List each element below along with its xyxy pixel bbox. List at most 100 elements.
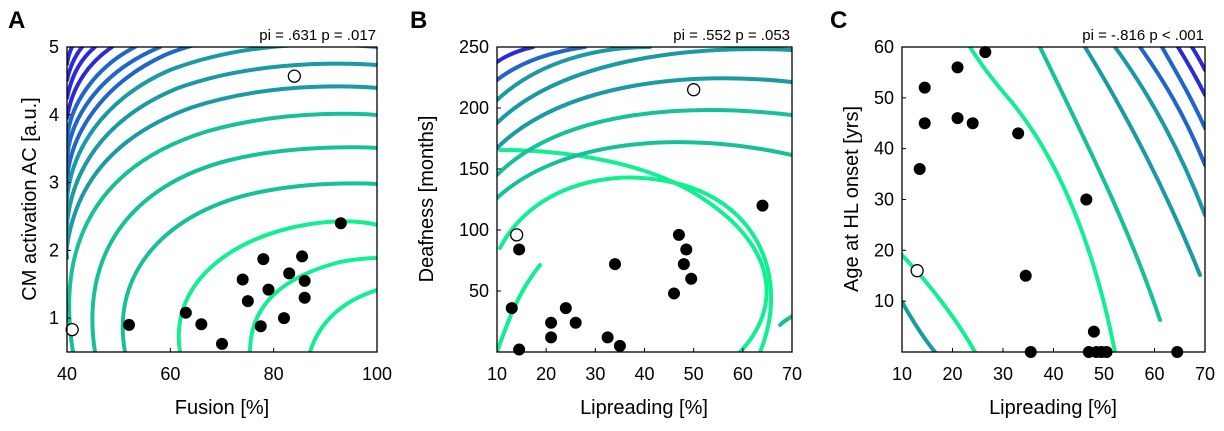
panel-a-ticks: 40 60 80 100 1 2 3 4 5 bbox=[49, 37, 392, 384]
panel-c-point bbox=[951, 61, 964, 74]
panel-c-xtick-label: 70 bbox=[1195, 364, 1215, 384]
panel-c-point bbox=[918, 81, 931, 94]
panel-a-ytick-label: 4 bbox=[49, 105, 59, 125]
panel-c-xtick-label: 40 bbox=[1043, 364, 1063, 384]
panel-b-point bbox=[672, 228, 685, 241]
panel-a-contours bbox=[67, 47, 377, 352]
panel-a-outlier-point bbox=[65, 322, 79, 337]
panel-b-xtick-label: 20 bbox=[536, 364, 556, 384]
panel-b: 10 20 30 40 50 60 70 50 100 150 200 250 B pi = .552… bbox=[410, 7, 802, 419]
panel-a-point bbox=[195, 318, 208, 331]
panel-c-xtick-label: 30 bbox=[993, 364, 1013, 384]
panel-a-letter: A bbox=[8, 7, 25, 34]
panel-b-point bbox=[505, 302, 518, 315]
panel-a-ytick-label: 5 bbox=[49, 37, 59, 57]
panel-a-xtick-label: 60 bbox=[160, 364, 180, 384]
panel-a-point bbox=[334, 217, 347, 230]
panel-c-point bbox=[1019, 269, 1032, 282]
panel-c-ytick-label: 20 bbox=[874, 240, 894, 260]
panel-a-xtick-label: 40 bbox=[57, 364, 77, 384]
panel-b-point bbox=[545, 316, 558, 329]
panel-c-letter: C bbox=[830, 7, 847, 34]
panel-c-point bbox=[913, 163, 926, 175]
panel-a-point bbox=[296, 250, 309, 263]
panel-c-xtick-label: 10 bbox=[892, 364, 912, 384]
panel-b-ytick-label: 200 bbox=[459, 98, 489, 118]
panel-a-ytick-label: 1 bbox=[49, 308, 59, 328]
panel-c-xlabel: Lipreading [%] bbox=[989, 397, 1117, 419]
panel-c-point bbox=[1087, 325, 1100, 338]
panel-c-ytick-label: 40 bbox=[874, 139, 894, 159]
panel-a-point bbox=[262, 283, 275, 296]
panel-c-xtick-label: 20 bbox=[942, 364, 962, 384]
panel-a-outlier-point bbox=[287, 69, 301, 83]
panel-a-ylabel: CM activation AC [a.u.] bbox=[19, 97, 41, 300]
panel-b-ticks: 10 20 30 40 50 60 70 50 100 150 200 250 bbox=[459, 37, 802, 384]
panel-a-ytick-label: 3 bbox=[49, 173, 59, 193]
panel-b-xtick-label: 10 bbox=[487, 364, 507, 384]
panel-a-point bbox=[298, 274, 311, 287]
panel-b-point bbox=[513, 343, 526, 356]
panel-b-ytick-label: 50 bbox=[469, 281, 489, 301]
panel-b-point bbox=[756, 199, 769, 212]
panel-b-outlier-point bbox=[687, 83, 701, 97]
panel-a-point bbox=[179, 306, 192, 319]
panel-c-ytick-label: 50 bbox=[874, 88, 894, 108]
panel-c-outlier-point bbox=[910, 264, 924, 278]
panel-a-points bbox=[65, 69, 347, 350]
panel-b-point bbox=[609, 258, 621, 271]
panel-a-frame bbox=[66, 46, 378, 353]
panel-a-point bbox=[254, 320, 267, 333]
panel-c-annotation: pi = -.816 p < .001 bbox=[1082, 27, 1204, 44]
panel-a-point bbox=[241, 295, 254, 308]
panel-a-point bbox=[298, 291, 311, 304]
panel-c: 10 20 30 40 50 60 70 10 20 30 40 50 60 C pi = -.816 … bbox=[830, 7, 1215, 419]
panel-c-ytick-label: 30 bbox=[874, 190, 894, 210]
panel-b-ylabel: Deafness [months] bbox=[416, 116, 438, 283]
panel-b-point bbox=[545, 331, 558, 344]
panel-c-point bbox=[1080, 193, 1093, 206]
panel-b-point bbox=[601, 331, 614, 344]
panel-c-xtick-label: 50 bbox=[1094, 364, 1114, 384]
panel-b-xtick-label: 60 bbox=[733, 364, 753, 384]
panel-b-point bbox=[685, 272, 698, 285]
panel-a-point bbox=[278, 312, 290, 325]
panel-a-ytick-label: 2 bbox=[49, 240, 59, 260]
panel-b-point bbox=[513, 243, 526, 256]
panel-c-point bbox=[979, 46, 992, 59]
panel-c-points bbox=[910, 46, 1184, 358]
panel-b-annotation: pi = .552 p = .053 bbox=[673, 27, 790, 44]
panel-b-xtick-label: 70 bbox=[782, 364, 802, 384]
panel-b-xtick-label: 30 bbox=[585, 364, 605, 384]
panel-b-point bbox=[677, 258, 690, 271]
panel-b-contours bbox=[497, 47, 792, 352]
panel-b-xtick-label: 50 bbox=[684, 364, 704, 384]
panel-a-xlabel: Fusion [%] bbox=[175, 397, 269, 419]
panel-a-point bbox=[216, 337, 228, 350]
panel-c-point bbox=[951, 112, 964, 125]
panel-c-ytick-label: 60 bbox=[874, 37, 894, 57]
panel-b-ytick-label: 100 bbox=[459, 220, 489, 240]
panel-a-xtick-label: 80 bbox=[264, 364, 284, 384]
panel-c-point bbox=[1012, 127, 1025, 140]
panel-b-points bbox=[505, 83, 769, 356]
panel-b-xlabel: Lipreading [%] bbox=[580, 397, 708, 419]
panel-b-ytick-label: 150 bbox=[459, 159, 489, 179]
panel-b-point bbox=[613, 339, 626, 352]
panel-b-point bbox=[569, 316, 582, 329]
panel-a-point bbox=[257, 253, 270, 266]
panel-c-contours bbox=[902, 47, 1205, 352]
panel-c-ticks: 10 20 30 40 50 60 70 10 20 30 40 50 60 bbox=[874, 37, 1215, 384]
panel-c-ylabel: Age at HL onset [yrs] bbox=[841, 106, 863, 292]
panel-b-xtick-label: 40 bbox=[634, 364, 654, 384]
panel-c-xtick-label: 60 bbox=[1144, 364, 1164, 384]
panel-a-point bbox=[123, 318, 135, 331]
panel-a-point bbox=[236, 273, 249, 286]
panel-a: 40 60 80 100 1 2 3 4 5 A pi = .631 p = .017 Fusi… bbox=[8, 7, 392, 419]
panel-c-ytick-label: 10 bbox=[874, 291, 894, 311]
panel-b-ytick-label: 250 bbox=[459, 37, 489, 57]
panel-b-letter: B bbox=[410, 7, 427, 34]
panel-a-xtick-label: 100 bbox=[362, 364, 392, 384]
panel-b-point bbox=[668, 287, 680, 300]
